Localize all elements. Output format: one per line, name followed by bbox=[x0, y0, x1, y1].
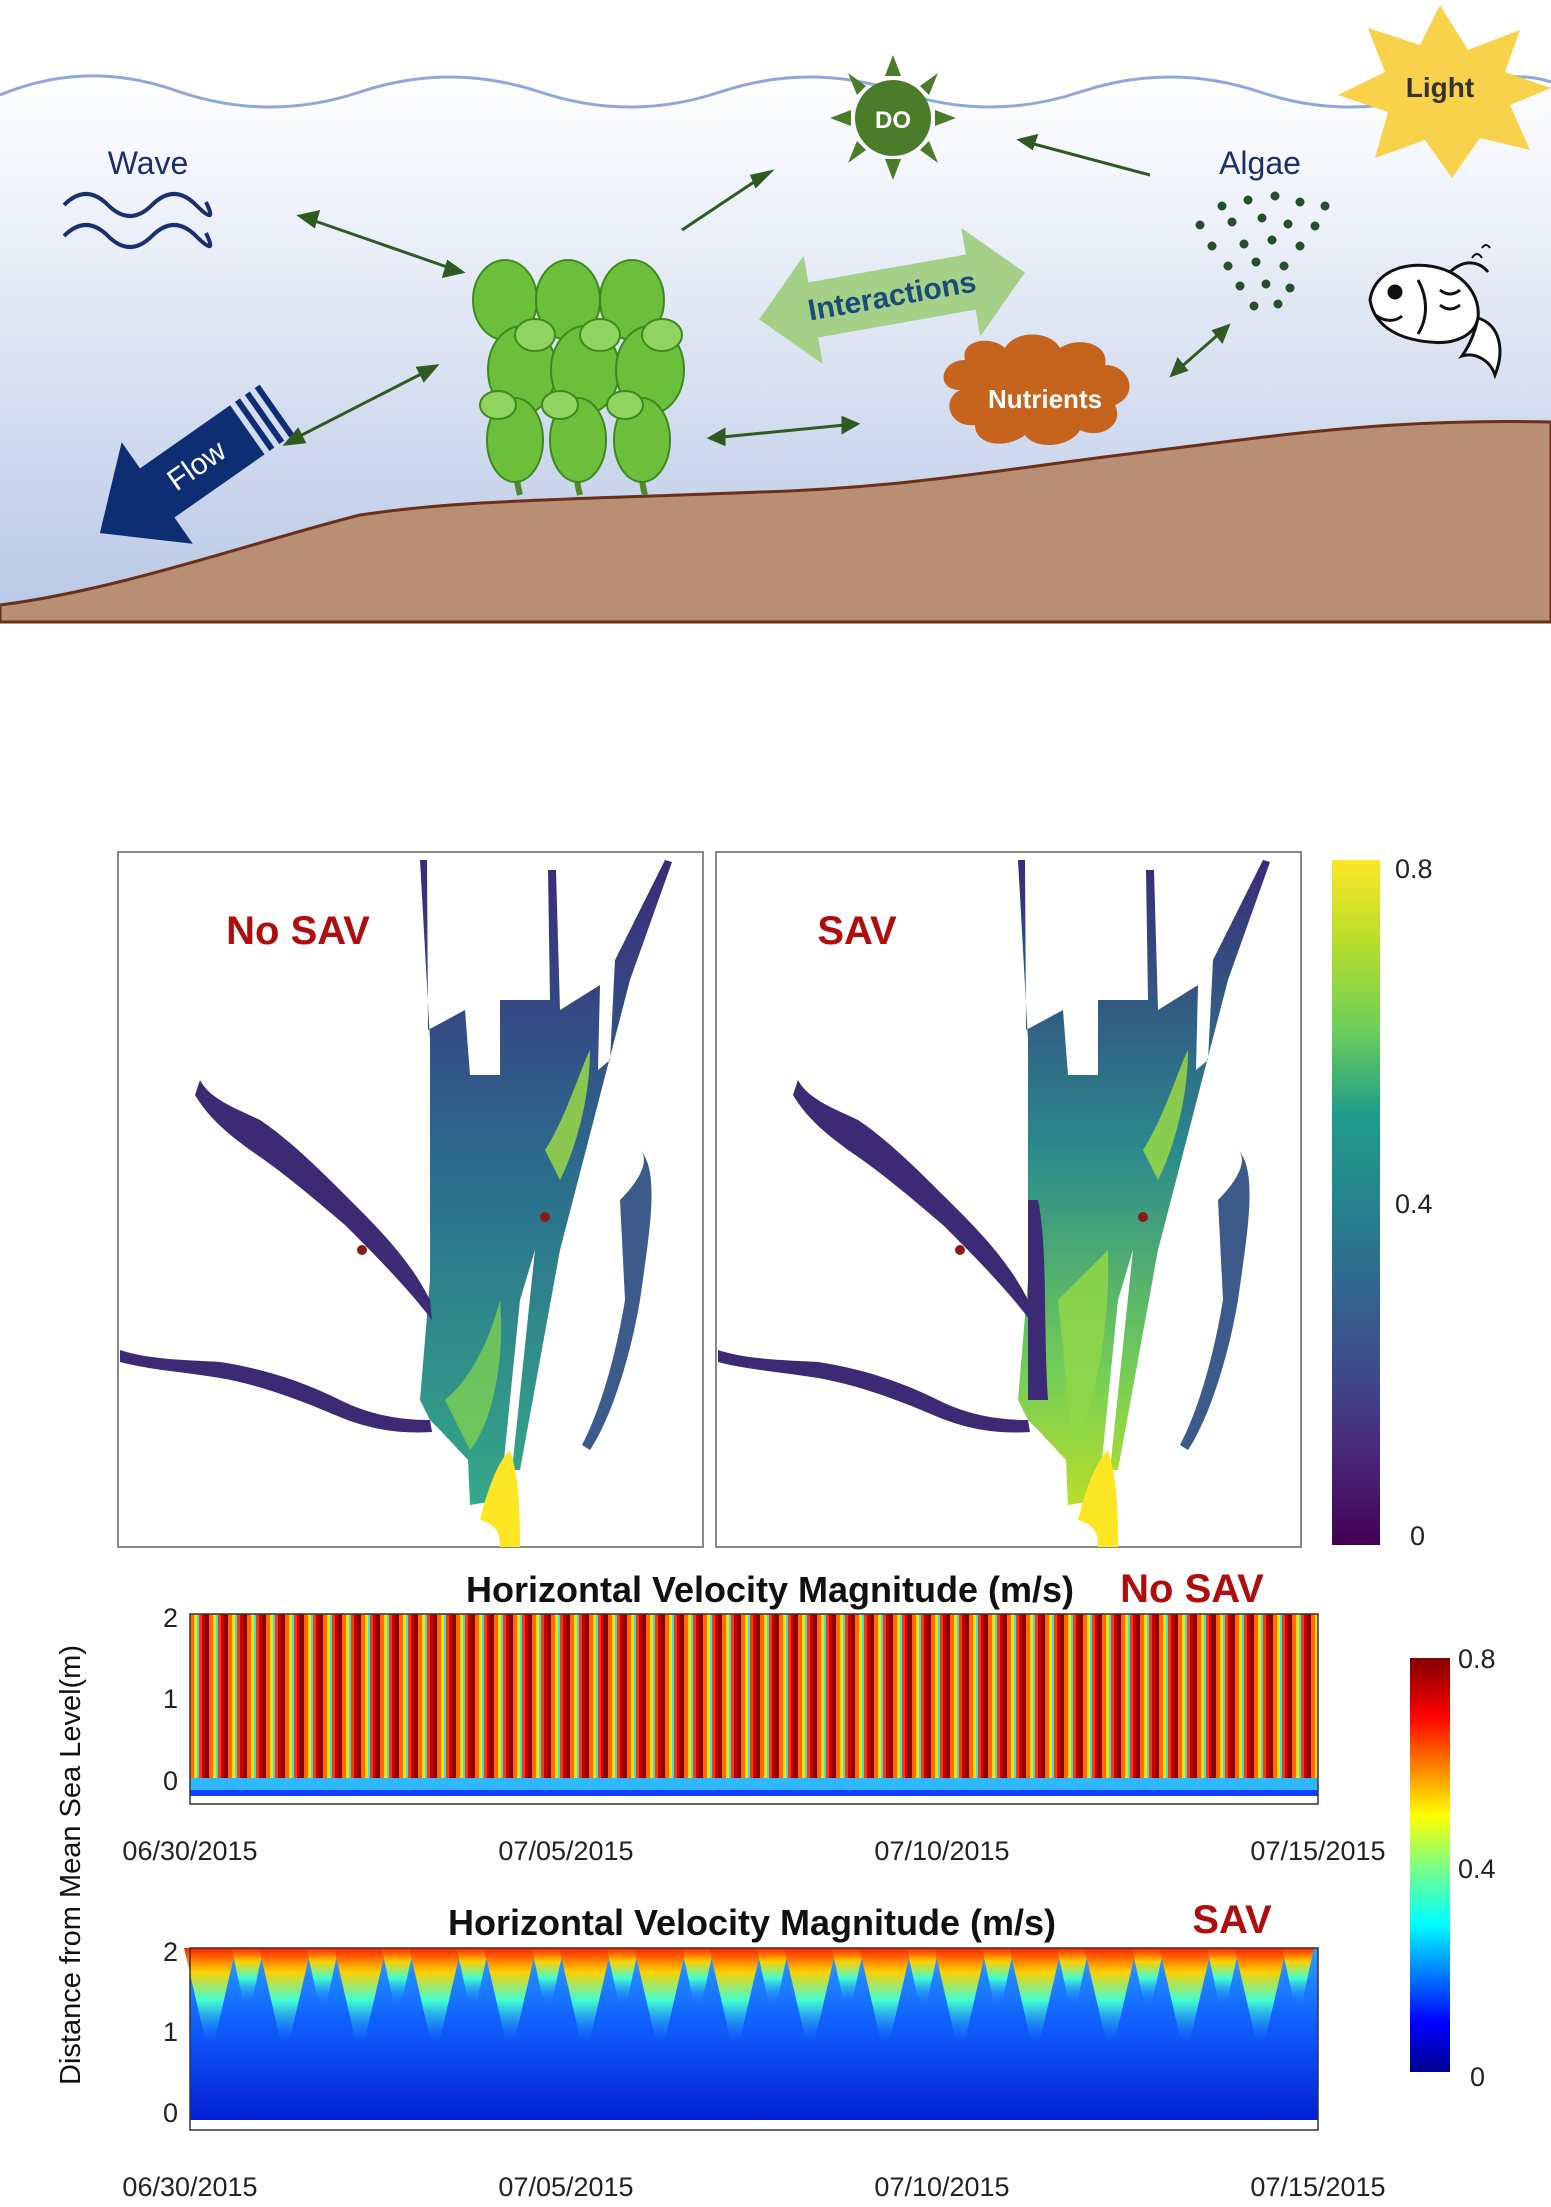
velocity-plume bbox=[1234, 1948, 1287, 2043]
velocity-plume bbox=[606, 1948, 639, 2003]
nutrients-cloud-icon: Nutrients bbox=[943, 334, 1130, 446]
sav-plumes bbox=[184, 1948, 1314, 2043]
velocity-plume bbox=[559, 1948, 612, 2043]
velocity-plume bbox=[634, 1948, 687, 2043]
velocity-plume bbox=[1282, 1948, 1314, 2003]
jet-tick-mid: 0.4 bbox=[1458, 1854, 1496, 1884]
algae-icon: Algae bbox=[1195, 145, 1330, 311]
velocity-plume bbox=[231, 1948, 264, 2003]
p2-xtick-3: 07/15/2015 bbox=[1250, 2172, 1385, 2202]
profile-panel-no-sav: Horizontal Velocity Magnitude (m/s) No S… bbox=[122, 1567, 1385, 1866]
p2-ytick-2: 2 bbox=[163, 1937, 178, 1967]
wave-icon: Wave bbox=[62, 145, 213, 249]
profile-panel-2-title: Horizontal Velocity Magnitude (m/s) bbox=[448, 1902, 1056, 1943]
velocity-plume bbox=[709, 1948, 762, 2043]
p1-ytick-0: 0 bbox=[163, 1766, 178, 1796]
velocity-plume bbox=[831, 1948, 864, 2003]
velocity-plume bbox=[1131, 1948, 1164, 2003]
jet-colorbar: 0.8 0.4 0 bbox=[1410, 1644, 1496, 2092]
do-label: DO bbox=[875, 107, 911, 134]
p1-xtick-2: 07/10/2015 bbox=[874, 1836, 1009, 1866]
profile-panel-1-tag: No SAV bbox=[1120, 1567, 1264, 1611]
velocity-profiles: Distance from Mean Sea Level(m) Horizont… bbox=[55, 1567, 1496, 2202]
jet-tick-top: 0.8 bbox=[1458, 1644, 1496, 1674]
seagrass-icon bbox=[472, 259, 685, 496]
algae-label: Algae bbox=[1219, 145, 1301, 181]
estuary-shape-right bbox=[718, 860, 1270, 1547]
fish-icon bbox=[1368, 244, 1502, 380]
seabed bbox=[0, 419, 1551, 624]
p1-xtick-1: 07/05/2015 bbox=[498, 1836, 633, 1866]
schematic: Wave Flow bbox=[0, 5, 1551, 624]
nutrients-label: Nutrients bbox=[988, 384, 1102, 414]
velocity-plume bbox=[681, 1948, 714, 2003]
map-panels: No SAV SAV bbox=[117, 851, 1433, 1551]
p1-xtick-0: 06/30/2015 bbox=[122, 1836, 257, 1866]
profile-panel-2-tag: SAV bbox=[1192, 1898, 1272, 1942]
do-sun-icon: DO bbox=[830, 55, 956, 180]
p2-xtick-1: 07/05/2015 bbox=[498, 2172, 633, 2202]
profile-panel-sav: Horizontal Velocity Magnitude (m/s) SAV … bbox=[122, 1898, 1385, 2202]
velocity-plume bbox=[784, 1948, 837, 2043]
velocity-plume bbox=[456, 1948, 489, 2003]
velocity-plume bbox=[259, 1948, 312, 2043]
velocity-plume bbox=[1009, 1948, 1062, 2043]
p2-xtick-2: 07/10/2015 bbox=[874, 2172, 1009, 2202]
velocity-plume bbox=[859, 1948, 912, 2043]
velocity-plume bbox=[981, 1948, 1014, 2003]
velocity-plume bbox=[409, 1948, 462, 2043]
velocity-plume bbox=[1206, 1948, 1239, 2003]
velocity-plume bbox=[756, 1948, 789, 2003]
water-surface-line bbox=[0, 74, 1551, 109]
velocity-plume bbox=[184, 1948, 236, 2043]
map-sav: SAV bbox=[715, 851, 1302, 1548]
velocity-plume bbox=[1084, 1948, 1137, 2043]
p2-ytick-0: 0 bbox=[163, 2098, 178, 2128]
p2-ytick-1: 1 bbox=[163, 2017, 178, 2047]
relation-arrows bbox=[282, 133, 1231, 447]
map-no-sav: No SAV bbox=[117, 851, 704, 1548]
viridis-colorbar: 0.8 0.4 0 bbox=[1332, 854, 1433, 1551]
wave-label: Wave bbox=[108, 145, 189, 181]
velocity-plume bbox=[531, 1948, 564, 2003]
profile-panel-1-title: Horizontal Velocity Magnitude (m/s) bbox=[466, 1569, 1074, 1610]
estuary-shape-left bbox=[120, 860, 672, 1547]
velocity-plume bbox=[484, 1948, 537, 2043]
p1-ytick-2: 2 bbox=[163, 1603, 178, 1633]
velocity-plume bbox=[306, 1948, 339, 2003]
velocity-plume bbox=[1056, 1948, 1089, 2003]
velocity-plume bbox=[1159, 1948, 1212, 2043]
map-right-title: SAV bbox=[817, 909, 897, 953]
flow-arrow-icon: Flow bbox=[99, 384, 295, 544]
viridis-tick-bottom: 0 bbox=[1410, 1521, 1425, 1551]
velocity-plume bbox=[906, 1948, 939, 2003]
p1-xtick-3: 07/15/2015 bbox=[1250, 1836, 1385, 1866]
light-burst-icon: Light bbox=[1338, 5, 1551, 178]
viridis-tick-top: 0.8 bbox=[1395, 854, 1433, 884]
light-label: Light bbox=[1406, 72, 1474, 103]
velocity-plume bbox=[334, 1948, 387, 2043]
p1-ytick-1: 1 bbox=[163, 1684, 178, 1714]
viridis-tick-mid: 0.4 bbox=[1395, 1189, 1433, 1219]
p2-xtick-0: 06/30/2015 bbox=[122, 2172, 257, 2202]
velocity-plume bbox=[934, 1948, 987, 2043]
map-left-title: No SAV bbox=[226, 909, 370, 953]
profile-ylabel: Distance from Mean Sea Level(m) bbox=[55, 1645, 87, 2085]
velocity-plume bbox=[381, 1948, 414, 2003]
jet-tick-bottom: 0 bbox=[1470, 2062, 1485, 2092]
